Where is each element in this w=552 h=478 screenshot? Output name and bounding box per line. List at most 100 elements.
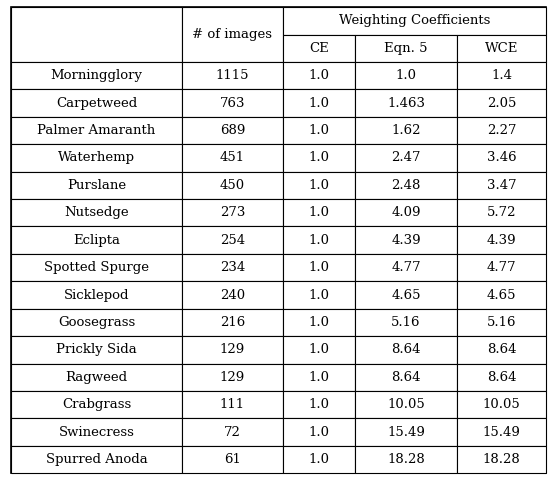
Text: 1.463: 1.463	[387, 97, 425, 109]
Bar	[283, 172, 355, 199]
Bar	[355, 391, 457, 418]
Text: 689: 689	[220, 124, 245, 137]
Text: Waterhemp: Waterhemp	[58, 152, 135, 164]
Bar	[355, 282, 457, 309]
Bar	[283, 144, 355, 172]
Text: Nutsedge: Nutsedge	[64, 206, 129, 219]
Text: # of images: # of images	[193, 28, 273, 41]
Text: 3.47: 3.47	[487, 179, 517, 192]
Bar	[11, 282, 182, 309]
Bar	[182, 309, 283, 336]
Text: 15.49: 15.49	[387, 425, 425, 439]
Text: 1.0: 1.0	[309, 261, 330, 274]
Text: Ragweed: Ragweed	[65, 371, 128, 384]
Text: 1.0: 1.0	[309, 398, 330, 411]
Text: Carpetweed: Carpetweed	[56, 97, 137, 109]
Bar	[457, 172, 546, 199]
Bar	[355, 199, 457, 227]
Bar	[182, 446, 283, 473]
Text: 1.0: 1.0	[309, 343, 330, 357]
Text: Morningglory: Morningglory	[50, 69, 142, 82]
Text: 10.05: 10.05	[388, 398, 425, 411]
Bar	[182, 172, 283, 199]
Bar	[283, 336, 355, 364]
Text: 240: 240	[220, 289, 245, 302]
Bar	[182, 7, 283, 62]
Text: 1.0: 1.0	[309, 152, 330, 164]
Text: 72: 72	[224, 425, 241, 439]
Text: Eclipta: Eclipta	[73, 234, 120, 247]
Bar	[283, 7, 546, 34]
Bar	[182, 418, 283, 446]
Bar	[182, 117, 283, 144]
Bar	[182, 144, 283, 172]
Text: 129: 129	[220, 343, 245, 357]
Bar	[283, 89, 355, 117]
Bar	[11, 89, 182, 117]
Bar	[11, 227, 182, 254]
Bar	[355, 418, 457, 446]
Bar	[11, 336, 182, 364]
Text: Sicklepod: Sicklepod	[63, 289, 129, 302]
Text: 4.65: 4.65	[391, 289, 421, 302]
Bar	[283, 254, 355, 282]
Text: 763: 763	[220, 97, 245, 109]
Bar	[182, 199, 283, 227]
Bar	[182, 336, 283, 364]
Text: 1.0: 1.0	[309, 234, 330, 247]
Bar	[457, 446, 546, 473]
Bar	[457, 336, 546, 364]
Bar	[11, 309, 182, 336]
Bar	[355, 172, 457, 199]
Text: 1.0: 1.0	[396, 69, 417, 82]
Text: Eqn. 5: Eqn. 5	[384, 42, 428, 55]
Text: Prickly Sida: Prickly Sida	[56, 343, 137, 357]
Text: Spotted Spurge: Spotted Spurge	[44, 261, 149, 274]
Bar	[283, 418, 355, 446]
Text: 4.09: 4.09	[391, 206, 421, 219]
Bar	[11, 172, 182, 199]
Text: 234: 234	[220, 261, 245, 274]
Bar	[182, 391, 283, 418]
Bar	[11, 254, 182, 282]
Bar	[11, 117, 182, 144]
Text: 8.64: 8.64	[487, 371, 516, 384]
Bar	[182, 227, 283, 254]
Text: 1.0: 1.0	[309, 206, 330, 219]
Bar	[457, 227, 546, 254]
Bar	[355, 62, 457, 89]
Text: 8.64: 8.64	[391, 343, 421, 357]
Bar	[355, 336, 457, 364]
Text: 5.72: 5.72	[487, 206, 516, 219]
Text: 1.0: 1.0	[309, 425, 330, 439]
Bar	[283, 364, 355, 391]
Text: 451: 451	[220, 152, 245, 164]
Bar	[457, 282, 546, 309]
Text: 4.39: 4.39	[391, 234, 421, 247]
Text: 111: 111	[220, 398, 245, 411]
Text: Weighting Coefficients: Weighting Coefficients	[339, 14, 491, 27]
Text: 1.0: 1.0	[309, 453, 330, 466]
Bar	[355, 34, 457, 62]
Text: 2.48: 2.48	[391, 179, 421, 192]
Text: Crabgrass: Crabgrass	[62, 398, 131, 411]
Bar	[457, 418, 546, 446]
Text: Spurred Anoda: Spurred Anoda	[46, 453, 147, 466]
Text: 4.39: 4.39	[487, 234, 517, 247]
Text: 254: 254	[220, 234, 245, 247]
Bar	[283, 199, 355, 227]
Text: Swinecress: Swinecress	[59, 425, 134, 439]
Bar	[355, 254, 457, 282]
Text: 8.64: 8.64	[487, 343, 516, 357]
Text: 1.0: 1.0	[309, 316, 330, 329]
Bar	[355, 117, 457, 144]
Bar	[355, 309, 457, 336]
Bar	[283, 309, 355, 336]
Bar	[457, 144, 546, 172]
Bar	[355, 446, 457, 473]
Bar	[11, 418, 182, 446]
Text: 5.16: 5.16	[391, 316, 421, 329]
Text: 1.0: 1.0	[309, 179, 330, 192]
Bar	[283, 34, 355, 62]
Text: Purslane: Purslane	[67, 179, 126, 192]
